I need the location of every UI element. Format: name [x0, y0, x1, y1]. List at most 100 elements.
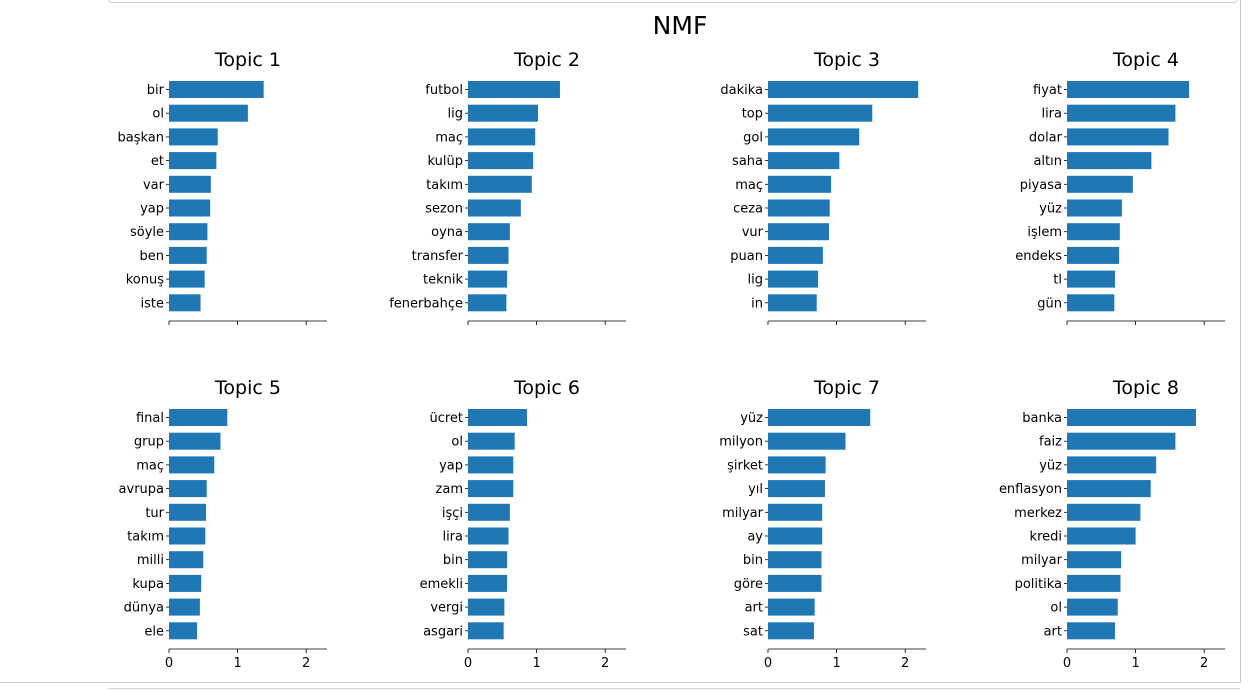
subplot-title: Topic 4	[1112, 49, 1179, 71]
bar-yap	[169, 199, 211, 217]
y-tick-label: milli	[137, 553, 164, 568]
bar-transfer	[468, 246, 509, 264]
bar-saha	[768, 152, 840, 170]
bar-et	[169, 152, 217, 170]
next-cell-border	[108, 688, 1240, 689]
bar-fenerbahçe	[468, 294, 507, 312]
bar-işçi	[468, 503, 510, 521]
subplot-topic-7: Topic 7 yüz milyon şirket yıl milyar ay bin göre…	[719, 377, 926, 671]
y-tick-label: şirket	[727, 458, 763, 473]
subplot-topic-8: Topic 8 banka faiz yüz enflasyon merkez kredi m…	[999, 377, 1225, 671]
bar-tur	[169, 503, 207, 521]
y-tick-label: merkez	[1014, 506, 1062, 521]
y-tick-label: yüz	[1039, 458, 1062, 473]
subplot-topic-3: Topic 3 dakika top gol saha maç ceza vur puan lig…	[720, 49, 926, 325]
bar-in	[768, 294, 817, 312]
bar-takım	[169, 527, 206, 545]
bar-faiz	[1067, 432, 1176, 450]
y-tick-label: bin	[443, 553, 463, 568]
bar-maç	[768, 175, 832, 193]
y-tick-label: fiyat	[1033, 83, 1062, 98]
y-tick-label: zam	[436, 482, 463, 497]
bar-başkan	[169, 128, 218, 146]
y-tick-label: dakika	[720, 83, 763, 98]
bar-ol	[1067, 598, 1118, 616]
bar-kredi	[1067, 527, 1136, 545]
y-tick-label: takım	[127, 530, 164, 545]
bar-banka	[1067, 409, 1196, 426]
y-tick-label: kulüp	[428, 154, 463, 169]
y-tick-label: kredi	[1030, 530, 1062, 545]
y-tick-label: ol	[1050, 601, 1062, 616]
x-tick-label: 2	[901, 656, 909, 671]
bar-yüz	[1067, 199, 1122, 217]
bar-kupa	[169, 574, 202, 592]
subplot-title: Topic 1	[214, 49, 281, 71]
bar-asgari	[468, 622, 504, 640]
y-tick-label: var	[143, 178, 165, 193]
bar-vur	[768, 223, 830, 241]
subplot-title: Topic 8	[1112, 377, 1179, 399]
subplot-title: Topic 6	[513, 377, 580, 399]
y-tick-label: ol	[152, 107, 164, 122]
y-tick-label: tur	[145, 506, 164, 521]
bar-şirket	[768, 456, 826, 474]
bar-yüz	[1067, 456, 1157, 474]
cell-frame-bottom	[0, 682, 1241, 683]
y-tick-label: ay	[747, 530, 763, 545]
bar-ceza	[768, 199, 830, 217]
bar-grup	[169, 432, 221, 450]
bar-maç	[169, 456, 215, 474]
y-tick-label: işlem	[1027, 225, 1062, 240]
bar-endeks	[1067, 246, 1120, 264]
y-tick-label: politika	[1015, 577, 1062, 592]
bar-zam	[468, 480, 514, 498]
bar-sat	[768, 622, 814, 640]
y-tick-label: avrupa	[119, 482, 164, 497]
bar-teknik	[468, 270, 508, 288]
y-tick-label: takım	[426, 178, 463, 193]
y-tick-label: art	[1044, 624, 1062, 639]
bar-gol	[768, 128, 860, 146]
bar-vergi	[468, 598, 505, 616]
bar-art	[768, 598, 815, 616]
y-tick-label: yüz	[740, 411, 763, 426]
y-tick-label: ceza	[733, 202, 763, 217]
y-tick-label: ol	[451, 435, 463, 450]
y-tick-label: işçi	[442, 506, 463, 521]
subplot-topic-2: Topic 2 futbol lig maç kulüp takım sezon oyna tr…	[389, 49, 626, 325]
bar-milyar	[768, 503, 823, 521]
y-tick-label: tl	[1053, 273, 1062, 288]
y-tick-label: yap	[439, 458, 463, 473]
x-tick-label: 1	[233, 656, 241, 671]
x-tick-label: 0	[1063, 656, 1071, 671]
y-tick-label: milyar	[722, 506, 764, 521]
bar-ben	[169, 246, 207, 264]
bar-altın	[1067, 152, 1152, 170]
bar-milli	[169, 551, 204, 569]
bar-söyle	[169, 223, 208, 241]
y-tick-label: transfer	[412, 249, 464, 264]
bar-enflasyon	[1067, 480, 1151, 498]
bar-gün	[1067, 294, 1115, 312]
cell-frame-right	[1240, 0, 1241, 682]
y-tick-label: saha	[732, 154, 763, 169]
x-tick-label: 1	[1131, 656, 1139, 671]
y-tick-label: asgari	[423, 624, 463, 639]
y-tick-label: sezon	[425, 202, 463, 217]
bar-maç	[468, 128, 536, 146]
y-tick-label: fenerbahçe	[389, 296, 463, 311]
y-tick-label: gün	[1037, 296, 1062, 311]
bar-yap	[468, 456, 514, 474]
bar-bir	[169, 81, 264, 98]
y-tick-label: bir	[147, 83, 165, 98]
bar-ol	[169, 104, 248, 122]
subplot-title: Topic 2	[513, 49, 580, 71]
bar-ay	[768, 527, 823, 545]
y-tick-label: enflasyon	[999, 482, 1062, 497]
y-tick-label: altın	[1033, 154, 1062, 169]
y-tick-label: maç	[735, 178, 763, 193]
bar-avrupa	[169, 480, 207, 498]
y-tick-label: ele	[144, 624, 164, 639]
